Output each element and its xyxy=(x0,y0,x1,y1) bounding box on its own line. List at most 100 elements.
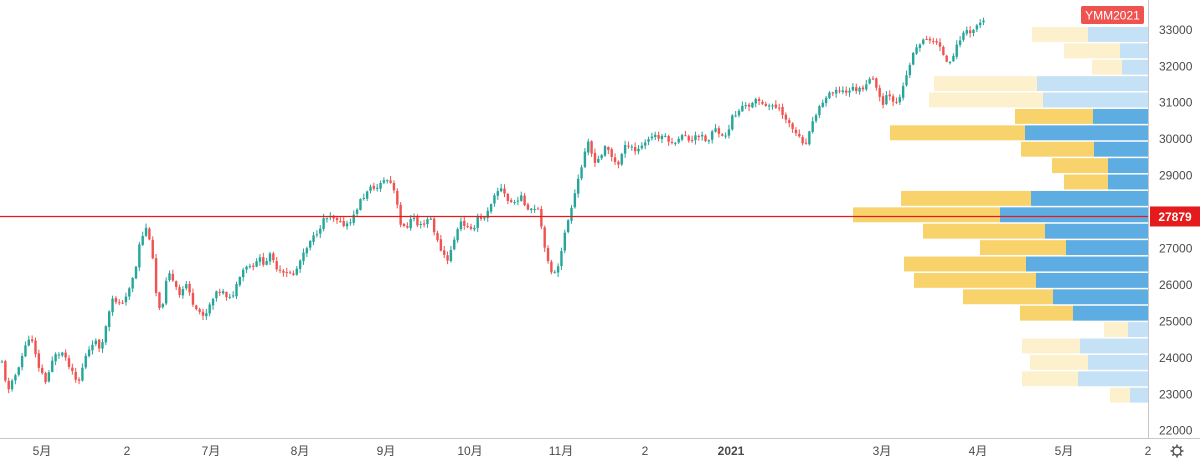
candle-body-19 xyxy=(64,352,67,358)
candle-body-188 xyxy=(630,146,633,148)
candle-body-196 xyxy=(657,135,660,139)
candle-body-225 xyxy=(754,99,757,104)
candle-body-77 xyxy=(258,257,262,262)
candle-body-63 xyxy=(211,299,215,306)
candle-body-140 xyxy=(469,226,473,229)
candle-body-8 xyxy=(27,339,30,346)
candle-body-79 xyxy=(265,261,268,265)
candle-body-22 xyxy=(74,371,77,380)
price-tick-label-1: 23000 xyxy=(1159,387,1193,401)
vp-up-bar-18 xyxy=(1043,92,1148,108)
candle-body-238 xyxy=(798,133,801,137)
time-tick-label-3: 8月 xyxy=(291,444,310,458)
candle-body-121 xyxy=(406,225,409,228)
candle-body-245 xyxy=(821,102,824,107)
vp-down-bar-18 xyxy=(929,92,1043,108)
candle-body-290 xyxy=(972,29,975,34)
candle-body-45 xyxy=(151,239,154,259)
vp-down-bar-2 xyxy=(1030,354,1088,370)
candle-body-84 xyxy=(282,270,285,273)
candle-body-34 xyxy=(114,298,118,303)
candle-body-147 xyxy=(493,195,496,204)
candle-body-204 xyxy=(684,135,687,137)
candle-body-144 xyxy=(483,217,486,219)
candle-body-197 xyxy=(660,135,664,140)
candle-body-178 xyxy=(597,158,600,163)
vp-up-bar-15 xyxy=(1094,141,1148,157)
candle-body-127 xyxy=(426,219,429,225)
candle-body-272 xyxy=(912,52,915,65)
candle-body-18 xyxy=(61,352,64,356)
candle-body-46 xyxy=(154,258,158,293)
candle-body-235 xyxy=(788,120,791,123)
candle-body-104 xyxy=(349,222,352,224)
candle-body-109 xyxy=(365,191,369,199)
candle-body-174 xyxy=(583,151,587,167)
candle-body-168 xyxy=(563,232,566,251)
candle-body-88 xyxy=(295,268,298,275)
price-tick-label-10: 32000 xyxy=(1159,59,1193,73)
candle-body-181 xyxy=(607,147,610,150)
candle-body-219 xyxy=(734,115,737,117)
candle-body-180 xyxy=(603,146,607,156)
vp-up-bar-6 xyxy=(1053,289,1148,305)
candle-body-143 xyxy=(479,217,483,219)
candle-body-42 xyxy=(141,235,144,245)
candle-body-85 xyxy=(285,272,288,274)
candle-body-139 xyxy=(466,226,469,228)
candle-body-169 xyxy=(566,220,570,232)
candle-body-229 xyxy=(767,105,771,107)
vp-up-bar-3 xyxy=(1080,338,1148,354)
candle-body-266 xyxy=(891,96,895,102)
candle-body-129 xyxy=(432,218,436,233)
candle-body-241 xyxy=(808,131,811,145)
candle-body-53 xyxy=(178,287,181,296)
symbol-badge: YMM2021 xyxy=(1081,6,1144,24)
candle-body-30 xyxy=(101,342,104,349)
candle-body-160 xyxy=(536,208,540,210)
price-tick-label-2: 24000 xyxy=(1159,351,1193,365)
candle-body-201 xyxy=(674,142,677,144)
candle-body-218 xyxy=(731,115,734,130)
candle-body-243 xyxy=(814,115,818,121)
candle-body-271 xyxy=(908,65,912,75)
candle-body-220 xyxy=(737,110,741,116)
candle-body-131 xyxy=(439,239,443,251)
candle-body-207 xyxy=(694,135,697,141)
gear-icon[interactable] xyxy=(1170,444,1184,458)
candle-body-293 xyxy=(982,20,985,23)
candle-body-36 xyxy=(121,302,124,304)
candle-body-65 xyxy=(218,291,221,293)
vp-up-bar-2 xyxy=(1088,354,1148,370)
price-tick-label-4: 26000 xyxy=(1159,278,1193,292)
candle-body-230 xyxy=(771,105,774,107)
candle-body-71 xyxy=(238,276,242,285)
price-tick-label-5: 27000 xyxy=(1159,242,1193,256)
time-tick-label-2: 7月 xyxy=(202,444,221,458)
candle-body-48 xyxy=(161,304,164,308)
time-axis[interactable]: 5月 2 7月 8月 9月 10月 11月 2 2021 3月 4月 5月 2 xyxy=(0,438,1200,459)
candle-body-60 xyxy=(201,311,205,316)
candle-body-67 xyxy=(225,292,228,298)
candle-body-192 xyxy=(644,142,647,146)
candle-body-255 xyxy=(855,87,858,92)
candle-body-5 xyxy=(17,367,20,375)
candle-body-31 xyxy=(104,326,108,343)
candle-body-28 xyxy=(94,340,97,345)
candle-body-37 xyxy=(124,296,128,303)
candle-body-186 xyxy=(623,145,627,154)
candle-body-61 xyxy=(205,313,208,317)
candle-body-152 xyxy=(510,200,513,202)
candle-body-2 xyxy=(7,380,10,390)
candle-body-122 xyxy=(409,219,412,229)
candle-body-244 xyxy=(818,106,821,116)
candle-body-213 xyxy=(714,128,717,132)
candle-body-78 xyxy=(262,257,265,265)
candle-body-231 xyxy=(774,104,778,108)
candle-body-249 xyxy=(834,89,838,94)
candle-body-217 xyxy=(727,129,731,136)
candle-body-242 xyxy=(811,121,814,132)
candle-body-10 xyxy=(34,340,37,355)
candle-body-268 xyxy=(898,97,901,103)
